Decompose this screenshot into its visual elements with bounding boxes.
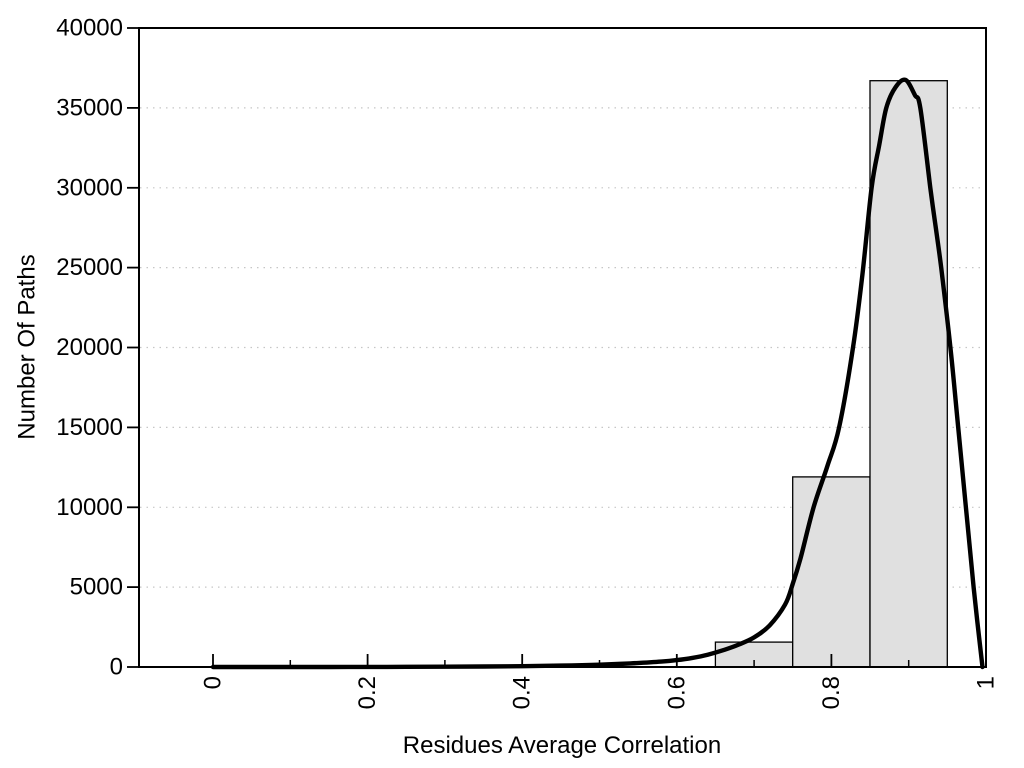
y-tick-label: 20000 [56,334,123,361]
y-tick-label: 35000 [56,94,123,121]
y-tick-label: 10000 [56,494,123,521]
histogram-bars-layer [714,80,948,668]
y-tick-label: 40000 [56,15,123,42]
plot-border [138,27,987,668]
y-axis-ticks [127,27,138,668]
x-tick-label: 0.6 [663,676,690,709]
gridlines-layer [140,107,985,588]
x-axis-ticks [212,654,987,666]
histogram-bar [792,476,871,668]
y-tick-label: 15000 [56,414,123,441]
x-axis-tick-labels: 0 0.2 0.4 0.6 0.8 1 [200,676,1000,709]
x-tick-label: 0 [200,676,227,689]
y-tick-label: 30000 [56,174,123,201]
y-axis-title: Number Of Paths [14,254,41,439]
histogram-bar [869,80,948,668]
x-tick-label: 0.2 [354,676,381,709]
x-tick-label: 0.8 [818,676,845,709]
y-tick-label: 25000 [56,254,123,281]
y-tick-label: 5000 [70,574,123,601]
x-tick-label: 0.4 [509,676,536,709]
y-tick-label: 0 [110,654,123,681]
x-axis-title: Residues Average Correlation [403,732,721,759]
y-axis-tick-labels: 0 5000 10000 15000 20000 25000 30000 35000 40000 [56,15,123,681]
x-tick-label: 1 [973,676,1000,689]
